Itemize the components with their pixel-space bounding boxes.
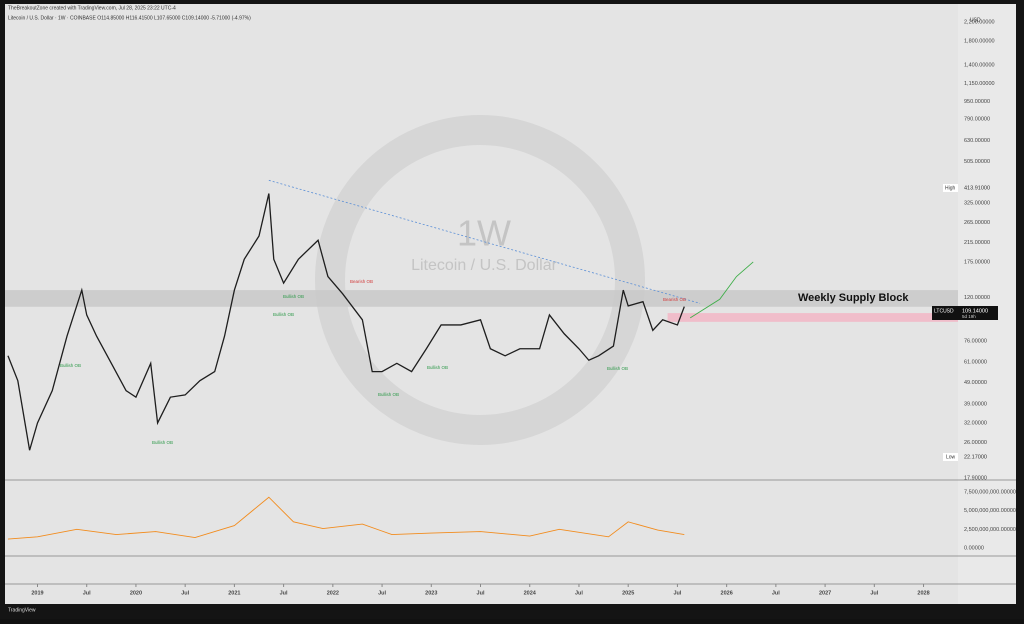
last-badge <box>932 306 998 320</box>
ticker: LTCUSD <box>934 308 954 314</box>
header-symbol: Litecoin / U.S. Dollar · 1W · COINBASE O… <box>8 15 251 21</box>
zone-demand <box>667 313 958 322</box>
y-tick-label: 265.00000 <box>964 220 990 226</box>
bullish-ob: Bullish OB <box>273 312 294 317</box>
y-tick-label: 61.00000 <box>964 359 987 365</box>
x-tick-label: 2027 <box>819 590 831 596</box>
y-tick-label: 1,400.00000 <box>964 62 995 68</box>
y-tick-label: 325.00000 <box>964 201 990 207</box>
x-tick-label: Jul <box>378 590 386 596</box>
y-tick-label: 26.00000 <box>964 440 987 446</box>
x-tick-label: Jul <box>575 590 583 596</box>
y-tick-label: 630.00000 <box>964 138 990 144</box>
watermark-symbol: Litecoin / U.S. Dollar <box>411 257 558 274</box>
supply-label: Weekly Supply Block <box>798 292 909 304</box>
last-price: 109.14000 <box>962 308 988 314</box>
watermark-interval: 1W <box>457 213 511 254</box>
x-tick-label: 2028 <box>917 590 929 596</box>
x-tick-label: 2022 <box>327 590 339 596</box>
y-tick-label: 17.90000 <box>964 475 987 481</box>
x-tick-label: Jul <box>477 590 485 596</box>
series-volume <box>7 496 685 540</box>
header-credit: TheBreakoutZone created with TradingView… <box>8 5 176 11</box>
indicator-tick-label: 7,500,000,000.00000 <box>964 489 1016 495</box>
bearish-ob: Bearish OB <box>350 279 373 284</box>
footer: TradingView <box>8 607 36 613</box>
indicator-tick-label: 5,000,000,000.00000 <box>964 508 1016 514</box>
y-tick-label: 49.00000 <box>964 380 987 386</box>
y-tick-label: 39.00000 <box>964 402 987 408</box>
x-tick-label: Jul <box>870 590 878 596</box>
x-tick-label: 2021 <box>228 590 240 596</box>
x-tick-label: 2020 <box>130 590 142 596</box>
low-badge <box>943 453 958 461</box>
countdown: 5d 19h <box>962 314 976 319</box>
y-tick-label: 32.00000 <box>964 420 987 426</box>
x-tick-label: 2023 <box>425 590 437 596</box>
bullish-ob: Bullish OB <box>60 363 81 368</box>
x-tick-label: Jul <box>181 590 189 596</box>
bullish-ob: Bullish OB <box>427 365 448 370</box>
currency: USD <box>970 17 981 23</box>
x-tick-label: Jul <box>83 590 91 596</box>
y-tick-label: 215.00000 <box>964 240 990 246</box>
x-tick-label: 2024 <box>524 590 537 596</box>
bearish-ob: Bearish OB <box>663 297 686 302</box>
bullish-ob: Bullish OB <box>378 392 399 397</box>
indicator-tick-label: 0.00000 <box>964 545 984 551</box>
y-tick-label: 505.00000 <box>964 159 990 165</box>
bullish-ob: Bullish OB <box>283 294 304 299</box>
x-tick-label: Jul <box>772 590 780 596</box>
zone-supply <box>5 290 958 307</box>
series-trendline <box>268 179 701 304</box>
y-tick-label: 2,200.00000 <box>964 19 995 25</box>
series-projection <box>689 261 754 319</box>
logo-watermark <box>315 115 645 445</box>
x-tick-label: 2025 <box>622 590 634 596</box>
indicator-tick-label: 2,500,000,000.00000 <box>964 527 1016 533</box>
x-tick-label: 2019 <box>31 590 43 596</box>
series-LTCUSD <box>7 193 685 451</box>
high-value: 413.91000 <box>964 185 990 191</box>
high-label: High <box>945 185 956 191</box>
y-tick-label: 950.00000 <box>964 99 990 105</box>
y-tick-label: 790.00000 <box>964 117 990 123</box>
y-tick-label: 175.00000 <box>964 259 990 265</box>
high-badge <box>943 184 958 192</box>
x-tick-label: Jul <box>673 590 681 596</box>
y-tick-label: 1,150.00000 <box>964 81 995 87</box>
y-tick-label: 1,800.00000 <box>964 38 995 44</box>
x-tick-label: Jul <box>280 590 288 596</box>
bullish-ob: Bullish OB <box>607 366 628 371</box>
low-value: 22.17000 <box>964 454 987 460</box>
y-tick-label: 120.00000 <box>964 295 990 301</box>
x-tick-label: 2026 <box>721 590 733 596</box>
low-label: Low <box>946 454 956 460</box>
bullish-ob: Bullish OB <box>152 440 173 445</box>
price-axis <box>958 4 1016 604</box>
y-tick-label: 76.00000 <box>964 338 987 344</box>
